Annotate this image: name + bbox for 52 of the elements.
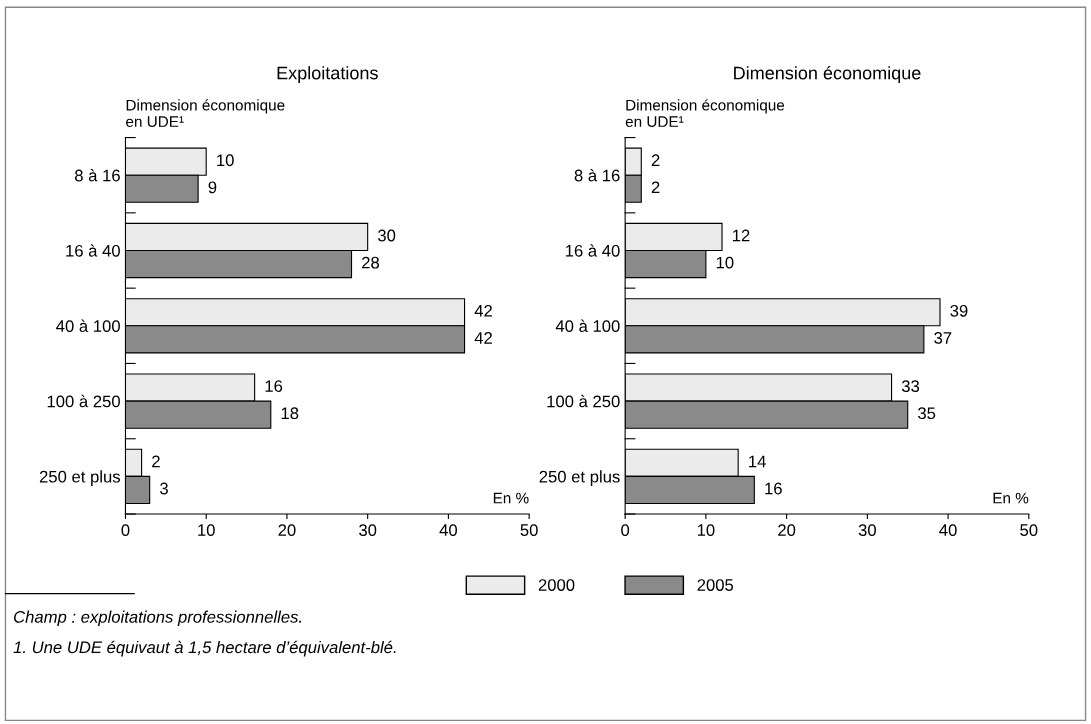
data-label: 33: [901, 380, 920, 393]
legend-label: 2000: [538, 579, 575, 591]
data-label: 3: [160, 482, 168, 495]
data-label: 14: [749, 455, 766, 468]
x-tick-label: 50: [1020, 524, 1038, 536]
x-tick-label: 0: [121, 524, 130, 536]
x-tick-label: 10: [697, 524, 715, 536]
y-tick-label: 100 à 250: [547, 394, 620, 408]
x-tick-label: 50: [520, 524, 538, 536]
y-tick-label: 8 à 16: [74, 168, 120, 182]
x-tick-label: 20: [778, 524, 796, 536]
y-tick-label: 100 à 250: [47, 394, 120, 408]
y-tick-label: 16 à 40: [565, 244, 620, 257]
chart-title: Exploitations: [277, 66, 378, 83]
text: Champ : exploitations professionnelles.: [14, 610, 302, 627]
text: 1. Une UDE équivaut à 1,5 hectare d’équivalent-blé.: [13, 640, 396, 657]
y-tick-label: 250 et plus: [39, 470, 121, 486]
data-label: 18: [281, 407, 299, 420]
data-label: 28: [362, 256, 380, 269]
data-label: 10: [716, 256, 734, 269]
legend-label: 2005: [697, 579, 734, 591]
x-axis-title: En %: [493, 492, 529, 504]
data-label: 30: [377, 229, 396, 242]
y-axis-title: Dimension économique en UDE¹: [625, 99, 785, 128]
data-label: 2: [152, 455, 160, 468]
data-label: 16: [265, 380, 283, 393]
y-tick-label: 16 à 40: [66, 244, 120, 257]
x-tick-label: 10: [198, 524, 215, 536]
data-label: 2: [651, 154, 660, 166]
data-label: 2: [651, 181, 660, 194]
data-label: 35: [918, 407, 936, 420]
y-tick-label: 40 à 100: [555, 319, 620, 332]
data-label: 42: [474, 332, 492, 344]
data-label: 37: [934, 332, 952, 344]
y-tick-label: 8 à 16: [574, 168, 620, 182]
data-label: 12: [732, 229, 750, 242]
x-tick-label: 0: [621, 524, 630, 536]
x-tick-label: 40: [439, 524, 458, 536]
x-axis-title: En %: [993, 492, 1029, 504]
y-axis-title: Dimension économique en UDE¹: [126, 99, 285, 128]
x-tick-label: 40: [939, 524, 957, 536]
y-tick-label: 250 et plus: [539, 470, 620, 486]
x-tick-label: 20: [278, 524, 296, 536]
x-tick-label: 30: [359, 524, 377, 536]
data-label: 39: [950, 304, 968, 317]
y-tick-label: 40 à 100: [56, 319, 120, 332]
chart-title: Dimension économique: [734, 65, 921, 83]
data-label: 16: [765, 482, 782, 495]
data-label: 9: [208, 181, 217, 194]
x-tick-label: 30: [858, 524, 876, 536]
data-label: 10: [217, 154, 234, 167]
data-label: 42: [474, 304, 492, 317]
